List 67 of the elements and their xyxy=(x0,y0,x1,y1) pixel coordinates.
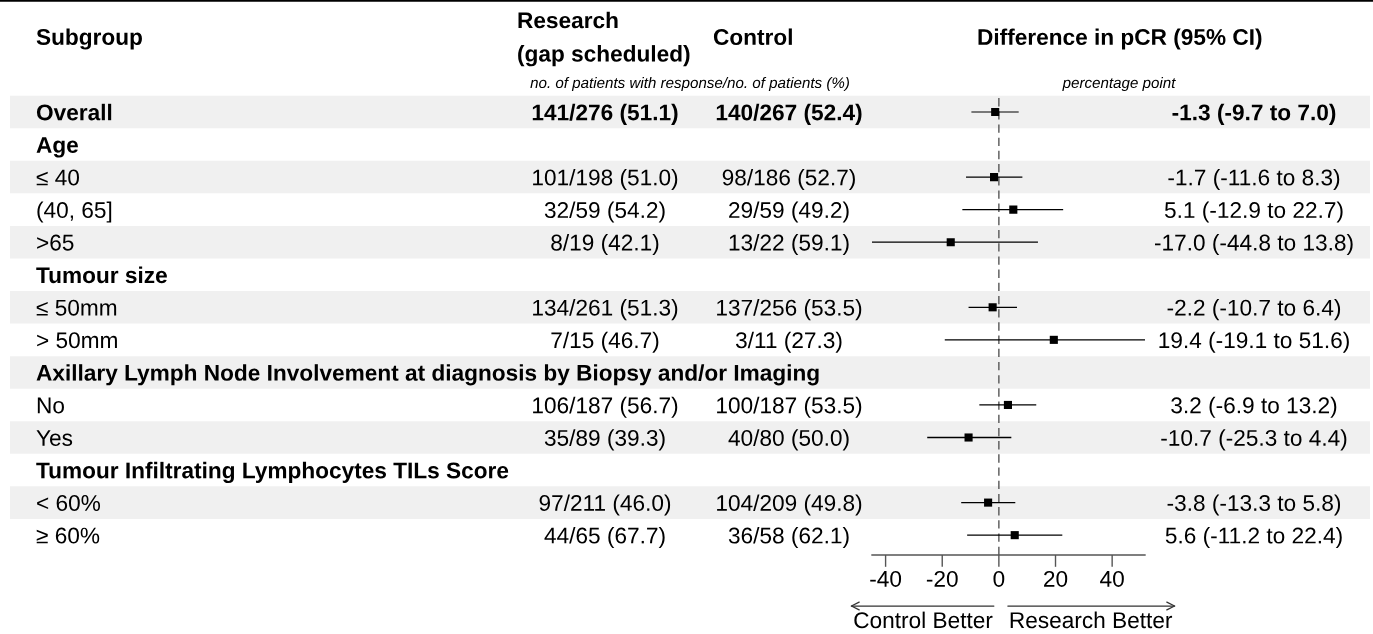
text: 8/19 (42.1) xyxy=(551,234,659,256)
point xyxy=(991,107,1000,117)
text: -17.0 (-44.8 to 13.8) xyxy=(1154,234,1353,256)
y-tick-label: Axillary Lymph Node Involvement at diagnosis by Biopsy and/or Imaging xyxy=(36,364,819,386)
y-tick-label: Overall xyxy=(36,103,112,121)
y-tick-label: ≤ 40 xyxy=(36,169,80,186)
text: 3/11 (27.3) xyxy=(735,331,842,353)
text: 140/267 (52.4) xyxy=(716,103,862,125)
text: 36/58 (62.1) xyxy=(728,526,849,549)
text: 98/186 (52.7) xyxy=(722,168,855,190)
y-tick-label: Tumour size xyxy=(36,266,167,284)
text: 97/211 (46.0) xyxy=(539,494,671,516)
y-tick-label: ≤ 50mm xyxy=(36,299,117,316)
text: -3.8 (-13.3 to 5.8) xyxy=(1167,494,1341,516)
text: 137/256 (53.5) xyxy=(717,299,862,321)
chart-subtitle: percentage point xyxy=(1062,76,1176,92)
text: 100/187 (53.5) xyxy=(717,396,862,418)
text: 141/276 (51.1) xyxy=(532,103,678,125)
chart-title: Difference in pCR (95% CI) xyxy=(978,28,1262,50)
point xyxy=(990,173,999,182)
text: 44/65 (67.7) xyxy=(544,526,665,549)
text: 32/59 (54.2) xyxy=(544,201,665,223)
y-tick-label: < 60% xyxy=(37,494,101,512)
x-tick-label: -20 xyxy=(926,570,958,587)
text: 106/187 (56.7) xyxy=(533,396,678,418)
y-tick-label: Tumour Infiltrating Lymphocytes TILs Score xyxy=(36,461,509,484)
text: 13/22 (59.1) xyxy=(729,234,849,256)
y-tick-label: Yes xyxy=(36,430,73,446)
point xyxy=(988,303,997,312)
x-tick-label: -40 xyxy=(870,570,902,587)
y-tick-label: No xyxy=(37,397,64,414)
point xyxy=(1010,531,1019,540)
text: Control xyxy=(713,28,792,46)
text: 35/89 (39.3) xyxy=(544,429,665,451)
point xyxy=(1049,335,1058,344)
text: Control Better xyxy=(854,611,993,629)
text: Research (gap scheduled) xyxy=(518,11,690,67)
point xyxy=(946,238,955,247)
y-axis-title: Subgroup xyxy=(36,28,142,50)
text: Research Better xyxy=(1010,611,1173,629)
text: 5.1 (-12.9 to 22.7) xyxy=(1164,201,1343,223)
text: 7/15 (46.7) xyxy=(551,331,659,353)
y-tick-label: > 50mm xyxy=(37,332,117,349)
text: 101/198 (51.0) xyxy=(533,168,678,190)
text: -1.7 (-11.6 to 8.3) xyxy=(1168,168,1340,190)
point xyxy=(984,498,993,507)
y-tick-label: (40, 65] xyxy=(37,201,112,223)
point xyxy=(1009,205,1018,214)
text: no. of patients with response/no. of patients (%) xyxy=(530,76,849,92)
text: 134/261 (51.3) xyxy=(533,299,678,321)
text: -1.3 (-9.7 to 7.0) xyxy=(1172,103,1336,125)
text: -2.2 (-10.7 to 6.4) xyxy=(1167,299,1341,321)
text: -10.7 (-25.3 to 4.4) xyxy=(1161,429,1347,451)
text: 5.6 (-11.2 to 22.4) xyxy=(1165,526,1342,549)
text: 19.4 (-19.1 to 51.6) xyxy=(1159,331,1349,353)
x-tick-label: 0 xyxy=(993,570,1005,587)
point xyxy=(964,433,973,442)
x-tick-label: 40 xyxy=(1100,570,1124,587)
text: 29/59 (49.2) xyxy=(729,201,849,223)
text: 3.2 (-6.9 to 13.2) xyxy=(1171,396,1337,418)
x-tick-label: 20 xyxy=(1044,570,1068,587)
text: 104/209 (49.8) xyxy=(717,494,862,516)
y-tick-label: Age xyxy=(36,137,78,158)
y-tick-label: >65 xyxy=(37,234,74,251)
y-tick-label: ≥ 60% xyxy=(36,527,100,544)
text: 40/80 (50.0) xyxy=(728,429,849,451)
point xyxy=(1003,400,1012,409)
